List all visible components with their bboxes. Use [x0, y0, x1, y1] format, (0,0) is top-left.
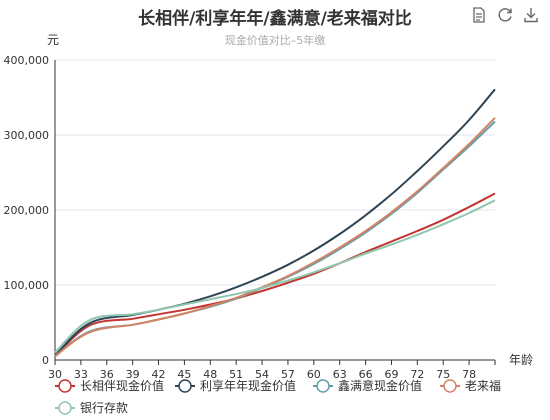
y-tick-label: 200,000 — [4, 204, 50, 217]
legend-item-label: 鑫满意现金价值 — [338, 378, 422, 393]
y-tick-label: 300,000 — [4, 129, 50, 142]
y-tick-label: 400,000 — [4, 54, 50, 67]
series-line-3 — [54, 120, 496, 358]
x-tick-label: 39 — [126, 368, 140, 381]
x-tick-label: 75 — [436, 368, 450, 381]
series-line-5 — [54, 199, 496, 354]
x-tick-label: 66 — [359, 368, 373, 381]
legend-item-label: 利享年年现金价值 — [200, 378, 296, 393]
x-tick-label: 63 — [333, 368, 347, 381]
series-line-4 — [54, 117, 496, 358]
y-tick-label: 0 — [42, 354, 49, 367]
data-view-icon[interactable] — [470, 6, 488, 24]
toolbox — [470, 6, 540, 24]
x-tick-label: 33 — [74, 368, 88, 381]
x-tick-label: 54 — [255, 368, 269, 381]
x-tick-label: 30 — [48, 368, 62, 381]
save-image-icon[interactable] — [522, 6, 540, 24]
y-axis-label: 元 — [47, 33, 59, 47]
legend-item-label: 老来福 — [465, 378, 501, 393]
legend-swatch-marker — [178, 379, 192, 393]
x-tick-label: 36 — [100, 368, 114, 381]
chart-title: 长相伴/利享年年/鑫满意/老来福对比 — [138, 9, 412, 29]
x-axis-label: 年龄 — [509, 353, 533, 367]
x-tick-label: 42 — [152, 368, 166, 381]
y-tick-label: 100,000 — [4, 279, 50, 292]
series-line-1 — [54, 192, 496, 358]
chart-subtitle: 现金价值对比–5年缴 — [224, 34, 326, 47]
x-tick-label: 45 — [177, 368, 191, 381]
legend-item-label: 长相伴现金价值 — [80, 378, 164, 393]
x-tick-label: 48 — [203, 368, 217, 381]
legend-item-label: 银行存款 — [80, 401, 128, 415]
x-tick-label: 57 — [281, 368, 295, 381]
x-tick-label: 69 — [384, 368, 398, 381]
x-tick-label: 60 — [307, 368, 321, 381]
legend-swatch-marker — [316, 379, 330, 393]
restore-icon[interactable] — [496, 6, 514, 24]
legend-swatch-marker — [58, 401, 72, 415]
x-tick-label: 72 — [410, 368, 424, 381]
x-tick-label: 78 — [462, 368, 476, 381]
legend-swatch-marker — [58, 379, 72, 393]
legend-swatch-marker — [443, 379, 457, 393]
x-tick-label: 51 — [229, 368, 243, 381]
